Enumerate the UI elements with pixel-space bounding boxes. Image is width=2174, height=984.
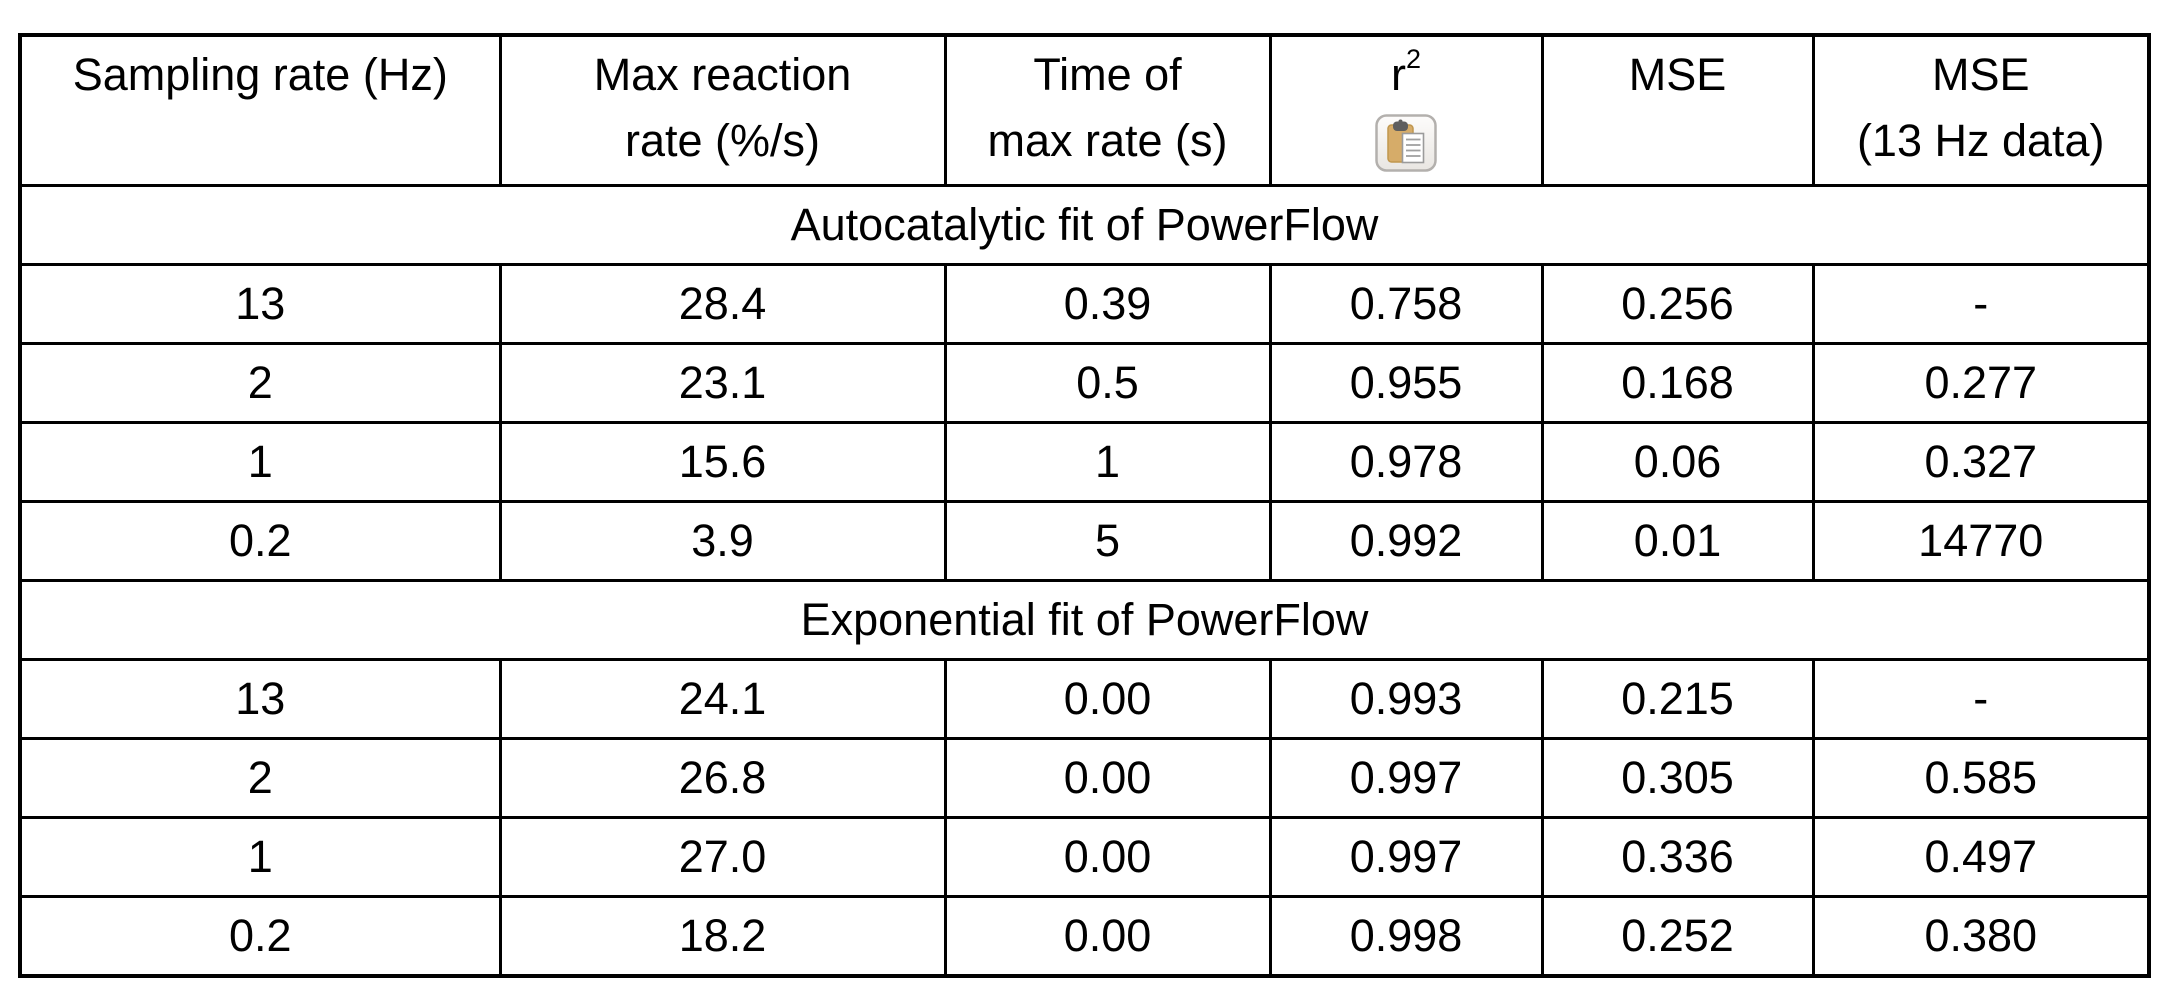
table-cell: 0.305 (1540, 737, 1815, 819)
table-row: 1 15.6 1 0.978 0.06 0.327 (18, 421, 2151, 503)
table-cell: 0.215 (1540, 658, 1815, 740)
table-row: 13 28.4 0.39 0.758 0.256 - (18, 263, 2151, 345)
table-cell: 24.1 (498, 658, 947, 740)
paper-lines (1406, 138, 1421, 157)
table-cell: 0.327 (1811, 421, 2151, 503)
column-header-label: Time of (1033, 49, 1182, 100)
table-cell: 0.993 (1268, 658, 1544, 740)
table-cell: 14770 (1811, 500, 2151, 582)
table-cell: 0.00 (943, 658, 1272, 740)
table-cell: 13 (18, 263, 502, 345)
table-cell: 0.992 (1268, 500, 1544, 582)
table-cell: 0.997 (1268, 737, 1544, 819)
table-cell: 0.497 (1811, 816, 2151, 898)
r-squared-exponent: 2 (1405, 44, 1422, 74)
column-header-sampling-rate: Sampling rate (Hz) (18, 33, 502, 187)
table-cell: 1 (943, 421, 1272, 503)
column-header-label: (13 Hz data) (1856, 115, 2105, 166)
column-header-label: MSE (1931, 49, 2030, 100)
table-cell: 0.00 (943, 737, 1272, 819)
table-cell: 0.585 (1811, 737, 2151, 819)
column-header-label: max rate (s) (987, 115, 1228, 166)
column-header-r-squared: r2 (1268, 33, 1544, 187)
table-cell: 2 (18, 737, 502, 819)
clipboard-clip-knob (1398, 119, 1403, 124)
table-cell: 0.06 (1540, 421, 1815, 503)
section-header-autocatalytic: Autocatalytic fit of PowerFlow (18, 184, 2151, 266)
table-cell: 15.6 (498, 421, 947, 503)
table-cell: 0.01 (1540, 500, 1815, 582)
table-cell: 0.39 (943, 263, 1272, 345)
column-header-label: Sampling rate (Hz) (72, 49, 448, 100)
table-cell: 0.5 (943, 342, 1272, 424)
table-cell: 0.955 (1268, 342, 1544, 424)
column-header-max-reaction-rate: Max reaction rate (%/s) (498, 33, 947, 187)
table-cell: 0.978 (1268, 421, 1544, 503)
table-cell: 27.0 (498, 816, 947, 898)
table-cell: 0.997 (1268, 816, 1544, 898)
table-cell: 0.277 (1811, 342, 2151, 424)
table-cell: 26.8 (498, 737, 947, 819)
column-header-mse-13hz: MSE (13 Hz data) (1811, 33, 2151, 187)
clipboard-clip (1393, 121, 1408, 131)
table-cell: 0.380 (1811, 895, 2151, 978)
table-cell: 13 (18, 658, 502, 740)
column-header-label: Max reaction (593, 49, 852, 100)
table-cell: 2 (18, 342, 502, 424)
table-cell: 0.00 (943, 895, 1272, 978)
table-cell: 23.1 (498, 342, 947, 424)
column-header-time-of-max-rate: Time of max rate (s) (943, 33, 1272, 187)
table-row: 1 27.0 0.00 0.997 0.336 0.497 (18, 816, 2151, 898)
clipboard-paste-icon[interactable] (1375, 114, 1437, 172)
table-row: 0.2 18.2 0.00 0.998 0.252 0.380 (18, 895, 2151, 978)
table-header-row: Sampling rate (Hz) Max reaction rate (%/… (18, 33, 2151, 187)
section-header-row: Exponential fit of PowerFlow (18, 579, 2151, 661)
table-cell: 0.256 (1540, 263, 1815, 345)
table-cell: - (1811, 658, 2151, 740)
table-cell: 1 (18, 816, 502, 898)
table-cell: 0.2 (18, 895, 502, 978)
table-cell: 0.252 (1540, 895, 1815, 978)
table-cell: 1 (18, 421, 502, 503)
results-table: Sampling rate (Hz) Max reaction rate (%/… (18, 33, 2151, 978)
table-row: 0.2 3.9 5 0.992 0.01 14770 (18, 500, 2151, 582)
table-row: 2 26.8 0.00 0.997 0.305 0.585 (18, 737, 2151, 819)
section-header-row: Autocatalytic fit of PowerFlow (18, 184, 2151, 266)
table-cell: 0.758 (1268, 263, 1544, 345)
section-header-exponential: Exponential fit of PowerFlow (18, 579, 2151, 661)
table-cell: 0.336 (1540, 816, 1815, 898)
table-cell: 28.4 (498, 263, 947, 345)
table-cell: - (1811, 263, 2151, 345)
r-squared-base: r (1390, 49, 1406, 100)
table-cell: 5 (943, 500, 1272, 582)
column-header-label: rate (%/s) (624, 115, 821, 166)
column-header-label: MSE (1628, 49, 1727, 100)
table-cell: 0.2 (18, 500, 502, 582)
column-header-mse: MSE (1540, 33, 1815, 187)
table-row: 13 24.1 0.00 0.993 0.215 - (18, 658, 2151, 740)
table-cell: 3.9 (498, 500, 947, 582)
paper-sheet (1401, 132, 1425, 164)
table-cell: 0.998 (1268, 895, 1544, 978)
table-cell: 0.00 (943, 816, 1272, 898)
column-header-label: r2 (1273, 42, 1539, 108)
table-row: 2 23.1 0.5 0.955 0.168 0.277 (18, 342, 2151, 424)
table-cell: 18.2 (498, 895, 947, 978)
table-cell: 0.168 (1540, 342, 1815, 424)
